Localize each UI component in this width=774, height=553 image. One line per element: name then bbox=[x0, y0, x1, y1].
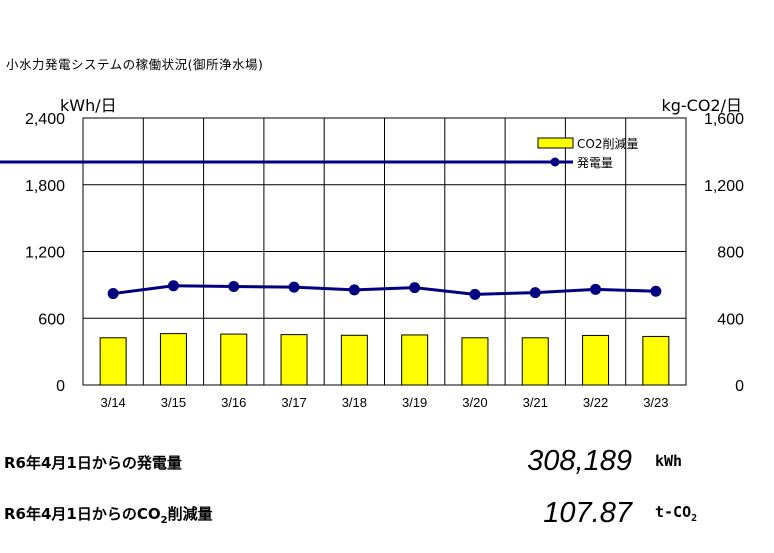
right-tick-label: 0 bbox=[735, 378, 744, 395]
co2-bar bbox=[461, 337, 489, 386]
generation-point bbox=[650, 285, 662, 297]
x-tick-label: 3/14 bbox=[100, 395, 125, 410]
generation-point bbox=[348, 284, 360, 296]
x-tick-label: 3/21 bbox=[523, 395, 548, 410]
x-tick-label: 3/15 bbox=[161, 395, 186, 410]
co2-bar bbox=[340, 334, 368, 386]
generation-total-value: 308,189 bbox=[527, 445, 632, 477]
left-tick-label: 1,800 bbox=[25, 178, 65, 195]
co2-bar bbox=[401, 334, 429, 386]
generation-total-label: R6年4月1日からの発電量 bbox=[4, 454, 182, 472]
generation-point bbox=[167, 280, 179, 292]
generation-line bbox=[112, 284, 656, 296]
right-tick-label: 1,200 bbox=[704, 178, 744, 195]
co2-bar bbox=[280, 334, 308, 386]
legend: CO2削減量 発電量 bbox=[0, 136, 638, 170]
generation-point bbox=[288, 281, 300, 293]
co2-total-value: 107.87 bbox=[543, 497, 632, 529]
x-tick-label: 3/18 bbox=[342, 395, 367, 410]
co2-bar bbox=[582, 334, 610, 386]
generation-point bbox=[228, 281, 240, 293]
legend-line-label: 発電量 bbox=[577, 156, 613, 170]
x-tick-label: 3/16 bbox=[221, 395, 246, 410]
generation-point bbox=[107, 288, 119, 300]
right-tick-label: 400 bbox=[717, 311, 744, 328]
co2-total-unit: t-CO2 bbox=[655, 503, 698, 524]
right-tick-label: 1,600 bbox=[704, 111, 744, 128]
x-tick-label: 3/22 bbox=[583, 395, 608, 410]
generation-point bbox=[409, 282, 421, 294]
chart: 0 0 600 400 1,200 800 1,800 1,200 2,400 1,600 3/14… bbox=[0, 96, 744, 410]
left-tick-label: 2,400 bbox=[25, 111, 65, 128]
x-tick-label: 3/20 bbox=[462, 395, 487, 410]
generation-point bbox=[590, 283, 602, 295]
legend-line-marker bbox=[550, 157, 560, 167]
co2-bar bbox=[99, 337, 127, 386]
bars bbox=[99, 333, 670, 386]
generation-point bbox=[529, 287, 541, 299]
co2-bar bbox=[521, 337, 549, 386]
legend-bar-swatch bbox=[537, 137, 574, 149]
co2-bar bbox=[159, 333, 187, 386]
right-tick-label: 800 bbox=[717, 245, 744, 262]
left-tick-label: 1,200 bbox=[25, 245, 65, 262]
line-series bbox=[107, 280, 662, 300]
co2-total-label: R6年4月1日からのCO2削減量 bbox=[4, 505, 213, 526]
x-tick-label: 3/23 bbox=[643, 395, 668, 410]
x-tick-label: 3/17 bbox=[281, 395, 306, 410]
generation-point bbox=[469, 288, 481, 300]
co2-bar bbox=[220, 333, 248, 386]
generation-total-unit: kWh bbox=[655, 452, 683, 470]
left-tick-label: 0 bbox=[56, 378, 65, 395]
left-tick-label: 600 bbox=[38, 311, 65, 328]
x-tick-label: 3/19 bbox=[402, 395, 427, 410]
chart-title: 小水力発電システムの稼働状況(御所浄水場) bbox=[6, 57, 264, 72]
co2-bar bbox=[642, 335, 670, 386]
left-axis-unit: kWh/日 bbox=[60, 96, 117, 115]
axes: 0 0 600 400 1,200 800 1,800 1,200 2,400 1,600 3/14… bbox=[25, 111, 744, 410]
legend-bar-label: CO2削減量 bbox=[577, 136, 638, 151]
right-axis-unit: kg-CO2/日 bbox=[661, 96, 742, 115]
